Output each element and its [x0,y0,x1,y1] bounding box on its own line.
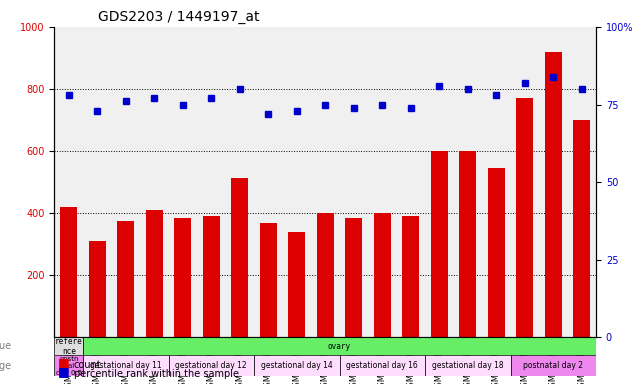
Text: percentile rank within the sample: percentile rank within the sample [74,369,238,379]
Bar [374,213,391,338]
Bar [117,221,135,338]
Text: age: age [0,361,12,371]
FancyBboxPatch shape [169,355,254,376]
FancyBboxPatch shape [425,355,511,376]
Bar [460,151,476,338]
Text: refere
nce: refere nce [55,336,83,356]
Bar [345,218,362,338]
FancyBboxPatch shape [83,355,169,376]
Bar [231,177,248,338]
Text: postnatal day 2: postnatal day 2 [523,361,583,370]
Bar [203,216,220,338]
Text: postn
atal
day 0.5: postn atal day 0.5 [56,356,82,376]
FancyBboxPatch shape [340,355,425,376]
Text: ovary: ovary [328,342,351,351]
Bar [573,120,590,338]
Bar [88,241,106,338]
Bar [317,213,334,338]
Text: ■: ■ [58,356,69,369]
Text: count: count [74,360,101,370]
Bar [488,168,505,338]
Text: gestational day 14: gestational day 14 [261,361,333,370]
Text: GDS2203 / 1449197_at: GDS2203 / 1449197_at [98,10,260,25]
Bar [545,52,562,338]
Text: gestational day 12: gestational day 12 [176,361,247,370]
FancyBboxPatch shape [511,355,596,376]
Text: gestational day 18: gestational day 18 [432,361,504,370]
Text: tissue: tissue [0,341,12,351]
FancyBboxPatch shape [54,355,83,376]
Bar [516,98,533,338]
Bar [174,218,191,338]
Text: gestational day 11: gestational day 11 [90,361,162,370]
FancyBboxPatch shape [83,338,596,355]
Bar [403,216,419,338]
Text: gestational day 16: gestational day 16 [346,361,418,370]
Bar [431,151,448,338]
Bar [260,223,277,338]
FancyBboxPatch shape [54,338,83,355]
Bar [146,210,163,338]
FancyBboxPatch shape [254,355,340,376]
Text: ■: ■ [58,365,69,378]
Bar [60,207,78,338]
Bar [288,232,305,338]
